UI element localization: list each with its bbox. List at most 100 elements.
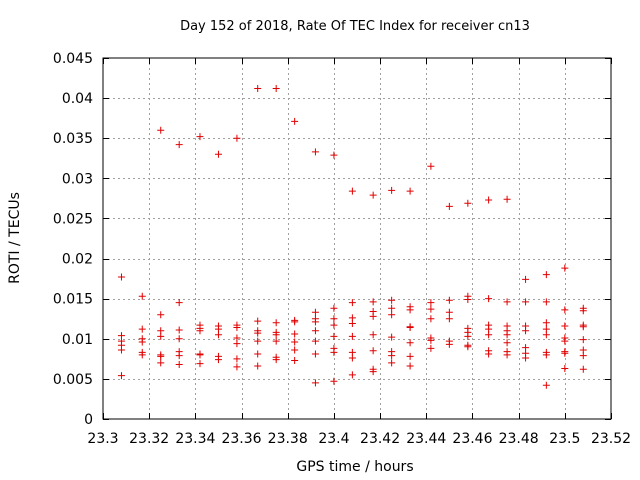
x-tick-label: 23.3 bbox=[87, 431, 118, 447]
data-point bbox=[117, 273, 125, 281]
data-point bbox=[348, 354, 356, 362]
data-point bbox=[291, 346, 299, 354]
data-point bbox=[233, 340, 241, 348]
data-point bbox=[330, 377, 338, 385]
data-point bbox=[542, 381, 550, 389]
data-point bbox=[579, 307, 587, 315]
y-tick-label: 0.02 bbox=[62, 252, 93, 268]
x-tick-label: 23.52 bbox=[591, 431, 631, 447]
data-point bbox=[406, 306, 414, 314]
x-tick-label: 23.38 bbox=[268, 431, 308, 447]
data-point bbox=[196, 351, 204, 359]
data-point bbox=[503, 339, 511, 347]
data-point bbox=[254, 317, 262, 325]
data-point bbox=[291, 338, 299, 346]
data-point bbox=[485, 196, 493, 204]
x-tick-label: 23.36 bbox=[221, 431, 261, 447]
data-point bbox=[485, 350, 493, 358]
data-point bbox=[427, 305, 435, 313]
data-point bbox=[561, 337, 569, 345]
data-points bbox=[117, 84, 587, 389]
data-point bbox=[330, 348, 338, 356]
data-point bbox=[503, 331, 511, 339]
data-point bbox=[561, 264, 569, 272]
data-point bbox=[272, 319, 280, 327]
y-tick-label: 0.045 bbox=[53, 51, 93, 67]
data-point bbox=[522, 275, 530, 283]
y-tick-label: 0.015 bbox=[53, 292, 93, 308]
data-point bbox=[214, 150, 222, 158]
y-tick-label: 0.025 bbox=[53, 211, 93, 227]
data-point bbox=[445, 202, 453, 210]
data-point bbox=[330, 321, 338, 329]
x-tick-label: 23.48 bbox=[499, 431, 539, 447]
data-point bbox=[196, 133, 204, 141]
data-point bbox=[254, 362, 262, 370]
grid bbox=[103, 58, 611, 419]
data-point bbox=[369, 331, 377, 339]
data-point bbox=[464, 343, 472, 351]
data-point bbox=[348, 320, 356, 328]
data-point bbox=[138, 292, 146, 300]
data-point bbox=[388, 186, 396, 194]
data-point bbox=[272, 331, 280, 339]
data-point bbox=[117, 372, 125, 380]
data-point bbox=[291, 356, 299, 364]
data-point bbox=[214, 356, 222, 364]
data-point bbox=[175, 141, 183, 149]
data-point bbox=[522, 354, 530, 362]
data-point bbox=[464, 199, 472, 207]
data-point bbox=[427, 162, 435, 170]
data-point bbox=[369, 368, 377, 376]
data-point bbox=[406, 339, 414, 347]
data-point bbox=[311, 350, 319, 358]
data-point bbox=[311, 327, 319, 335]
data-point bbox=[233, 355, 241, 363]
data-point bbox=[542, 271, 550, 279]
data-point bbox=[175, 326, 183, 334]
x-axis-label: GPS time / hours bbox=[296, 459, 413, 475]
data-point bbox=[348, 371, 356, 379]
plot-frame bbox=[102, 57, 612, 420]
y-axis-tick-labels: 0 0.005 0.01 0.015 0.02 0.025 0.03 0.035 0.04 0.0… bbox=[53, 51, 93, 428]
data-point bbox=[233, 363, 241, 371]
data-point bbox=[330, 315, 338, 323]
data-point bbox=[272, 337, 280, 345]
data-point bbox=[175, 299, 183, 307]
data-point bbox=[503, 298, 511, 306]
data-point bbox=[542, 298, 550, 306]
data-point bbox=[561, 364, 569, 372]
data-point bbox=[445, 296, 453, 304]
data-point bbox=[388, 296, 396, 304]
data-point bbox=[272, 356, 280, 364]
data-point bbox=[254, 329, 262, 337]
data-point bbox=[157, 352, 165, 360]
data-point bbox=[406, 352, 414, 360]
data-point bbox=[330, 151, 338, 159]
data-point bbox=[522, 327, 530, 335]
data-point bbox=[485, 295, 493, 303]
data-point bbox=[138, 338, 146, 346]
data-point bbox=[406, 362, 414, 370]
data-point bbox=[542, 331, 550, 339]
data-point bbox=[330, 304, 338, 312]
data-point bbox=[542, 351, 550, 359]
data-point bbox=[311, 148, 319, 156]
y-tick-label: 0.035 bbox=[53, 131, 93, 147]
data-point bbox=[196, 360, 204, 368]
data-point bbox=[311, 337, 319, 345]
data-point bbox=[579, 365, 587, 373]
y-tick-label: 0 bbox=[84, 412, 93, 428]
data-point bbox=[445, 340, 453, 348]
data-point bbox=[427, 315, 435, 323]
data-point bbox=[175, 352, 183, 360]
data-point bbox=[369, 347, 377, 355]
data-point bbox=[157, 359, 165, 367]
data-point bbox=[388, 359, 396, 367]
data-point bbox=[138, 325, 146, 333]
data-point bbox=[196, 327, 204, 335]
data-point bbox=[579, 323, 587, 331]
data-point bbox=[464, 295, 472, 303]
data-point bbox=[388, 311, 396, 319]
data-point bbox=[254, 337, 262, 345]
